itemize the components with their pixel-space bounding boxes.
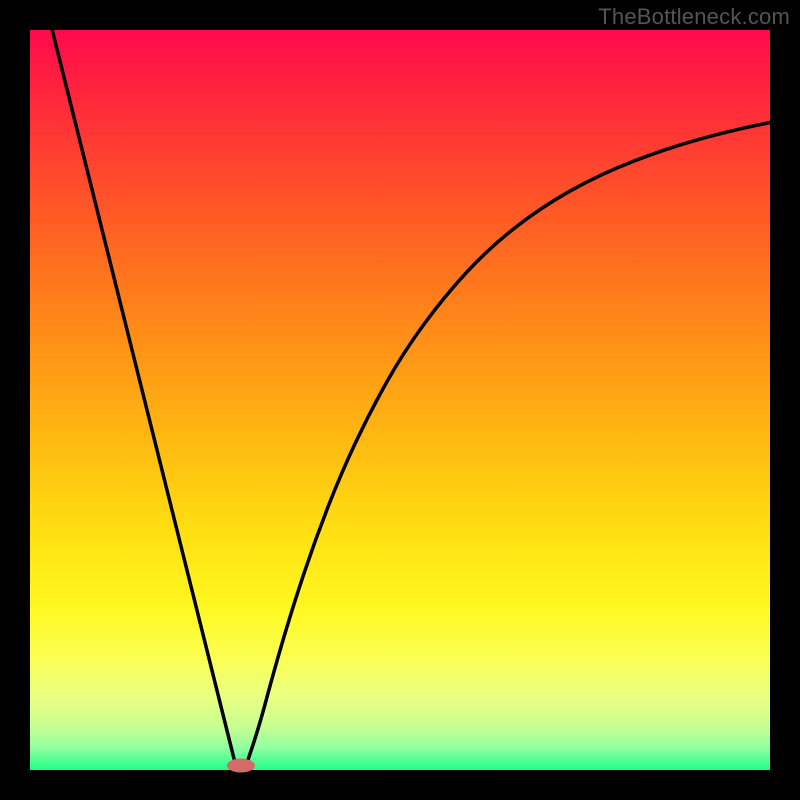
chart-background — [30, 30, 770, 770]
chart-container: TheBottleneck.com — [0, 0, 800, 800]
optimal-point-marker — [227, 759, 255, 773]
watermark-text: TheBottleneck.com — [598, 4, 790, 30]
bottleneck-curve-chart — [0, 0, 800, 800]
